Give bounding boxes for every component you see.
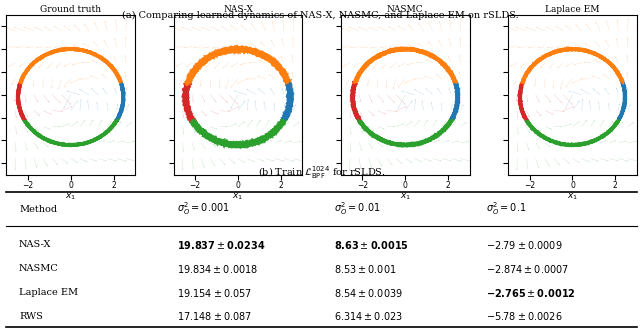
Text: Laplace EM: Laplace EM bbox=[19, 288, 78, 297]
Title: Ground truth: Ground truth bbox=[40, 5, 101, 14]
Text: $8.53 \pm 0.001$: $8.53 \pm 0.001$ bbox=[334, 263, 397, 275]
Title: NASMC: NASMC bbox=[387, 5, 424, 14]
Text: Method: Method bbox=[19, 205, 57, 213]
X-axis label: $x_1$: $x_1$ bbox=[567, 191, 578, 202]
Text: NASMC: NASMC bbox=[19, 264, 59, 273]
Text: $6.314 \pm 0.023$: $6.314 \pm 0.023$ bbox=[334, 310, 403, 322]
X-axis label: $x_1$: $x_1$ bbox=[232, 191, 243, 202]
X-axis label: $x_1$: $x_1$ bbox=[65, 191, 76, 202]
Title: Laplace EM: Laplace EM bbox=[545, 5, 600, 14]
Text: $19.834 \pm 0.0018$: $19.834 \pm 0.0018$ bbox=[177, 263, 258, 275]
Text: (b) Train $\mathcal{L}_{\mathrm{BPF}}^{1024}$ for rSLDS.: (b) Train $\mathcal{L}_{\mathrm{BPF}}^{1… bbox=[258, 164, 385, 181]
X-axis label: $x_1$: $x_1$ bbox=[400, 191, 411, 202]
Title: NAS-X: NAS-X bbox=[223, 5, 253, 14]
Text: $17.148 \pm 0.087$: $17.148 \pm 0.087$ bbox=[177, 310, 252, 322]
Text: $\sigma_O^2 = 0.1$: $\sigma_O^2 = 0.1$ bbox=[486, 201, 526, 217]
Text: $-5.78 \pm 0.0026$: $-5.78 \pm 0.0026$ bbox=[486, 310, 562, 322]
Text: RWS: RWS bbox=[19, 312, 43, 321]
Text: $19.154 \pm 0.057$: $19.154 \pm 0.057$ bbox=[177, 287, 251, 298]
Text: $\mathbf{8.63} \pm \mathbf{0.0015}$: $\mathbf{8.63} \pm \mathbf{0.0015}$ bbox=[334, 239, 409, 251]
Text: $8.54 \pm 0.0039$: $8.54 \pm 0.0039$ bbox=[334, 287, 403, 298]
Text: (a) Comparing learned dynamics of NAS-X, NASMC, and Laplace EM on rSLDS.: (a) Comparing learned dynamics of NAS-X,… bbox=[122, 11, 518, 20]
Text: $\sigma_O^2 = 0.01$: $\sigma_O^2 = 0.01$ bbox=[334, 201, 381, 217]
Text: $-2.79 \pm 0.0009$: $-2.79 \pm 0.0009$ bbox=[486, 239, 562, 251]
Text: $\mathbf{-2.765} \pm \mathbf{0.0012}$: $\mathbf{-2.765} \pm \mathbf{0.0012}$ bbox=[486, 287, 575, 298]
Text: $\mathbf{19.837} \pm \mathbf{0.0234}$: $\mathbf{19.837} \pm \mathbf{0.0234}$ bbox=[177, 239, 265, 251]
Text: $-2.874 \pm 0.0007$: $-2.874 \pm 0.0007$ bbox=[486, 263, 568, 275]
Text: NAS-X: NAS-X bbox=[19, 240, 51, 249]
Text: $\sigma_O^2 = 0.001$: $\sigma_O^2 = 0.001$ bbox=[177, 201, 229, 217]
